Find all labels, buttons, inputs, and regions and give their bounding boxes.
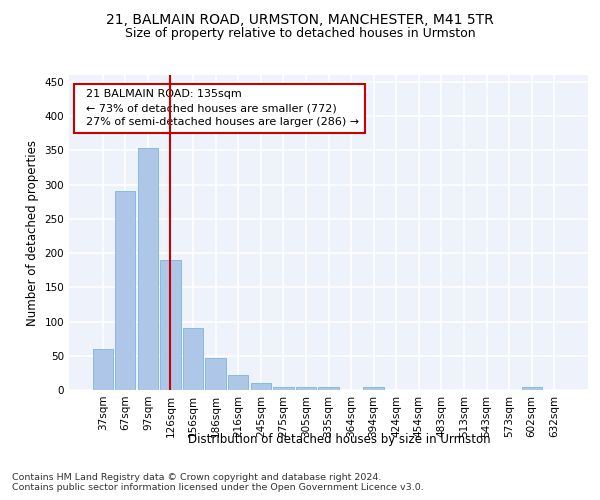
Bar — [521, 386, 542, 390]
Bar — [364, 386, 384, 390]
Bar — [92, 349, 113, 390]
Y-axis label: Number of detached properties: Number of detached properties — [26, 140, 39, 326]
Text: 21, BALMAIN ROAD, URMSTON, MANCHESTER, M41 5TR: 21, BALMAIN ROAD, URMSTON, MANCHESTER, M… — [106, 12, 494, 26]
Bar — [273, 386, 293, 390]
Bar — [115, 192, 136, 390]
Text: Contains HM Land Registry data © Crown copyright and database right 2024.
Contai: Contains HM Land Registry data © Crown c… — [12, 472, 424, 492]
Bar — [228, 375, 248, 390]
Bar — [296, 386, 316, 390]
Bar — [205, 358, 226, 390]
Text: Distribution of detached houses by size in Urmston: Distribution of detached houses by size … — [188, 432, 490, 446]
Bar — [183, 328, 203, 390]
Bar — [319, 386, 338, 390]
Bar — [160, 260, 181, 390]
Text: Size of property relative to detached houses in Urmston: Size of property relative to detached ho… — [125, 28, 475, 40]
Text: 21 BALMAIN ROAD: 135sqm
  ← 73% of detached houses are smaller (772)
  27% of se: 21 BALMAIN ROAD: 135sqm ← 73% of detache… — [79, 89, 359, 127]
Bar — [138, 148, 158, 390]
Bar — [251, 383, 271, 390]
